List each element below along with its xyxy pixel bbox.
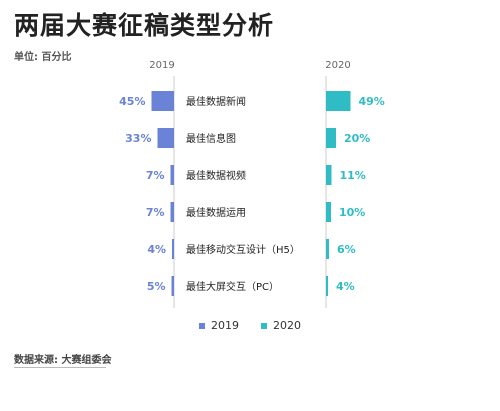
bar-2020 xyxy=(326,276,328,296)
value-label-2019: 7% xyxy=(146,206,165,219)
year-header-2019: 2019 xyxy=(149,60,174,71)
legend-swatch-2020 xyxy=(261,322,267,329)
value-label-2019: 5% xyxy=(147,280,166,293)
unit-label: 单位: 百分比 xyxy=(14,52,72,63)
year-header-2020: 2020 xyxy=(325,60,350,71)
category-label: 最佳移动交互设计（H5） xyxy=(186,243,300,256)
bar-2020 xyxy=(326,128,336,148)
bar-2019 xyxy=(172,239,174,259)
value-label-2020: 6% xyxy=(337,243,356,256)
legend: 2019 2020 xyxy=(0,319,500,332)
bar-2019 xyxy=(157,128,174,148)
bar-2020 xyxy=(326,239,329,259)
value-label-2019: 33% xyxy=(125,132,151,145)
bar-2019 xyxy=(171,276,174,296)
value-label-2020: 4% xyxy=(336,280,355,293)
value-label-2020: 49% xyxy=(359,95,385,108)
value-label-2020: 10% xyxy=(339,206,365,219)
footer-divider xyxy=(14,367,106,368)
bar-2019 xyxy=(151,91,174,111)
value-label-2019: 4% xyxy=(147,243,166,256)
legend-item-2019: 2019 xyxy=(199,319,239,332)
category-label: 最佳数据运用 xyxy=(186,206,246,219)
legend-swatch-2019 xyxy=(199,322,205,329)
bar-2019 xyxy=(170,202,174,222)
source-note: 数据来源: 大赛组委会 xyxy=(14,355,112,366)
bar-2019 xyxy=(170,165,174,185)
legend-label-2020: 2020 xyxy=(273,319,301,332)
legend-item-2020: 2020 xyxy=(261,319,301,332)
value-label-2019: 45% xyxy=(119,95,145,108)
value-label-2019: 7% xyxy=(146,169,165,182)
value-label-2020: 11% xyxy=(340,169,366,182)
category-label: 最佳数据新闻 xyxy=(186,95,246,108)
category-label: 最佳大屏交互（PC） xyxy=(186,280,279,293)
value-label-2020: 20% xyxy=(344,132,370,145)
bar-2020 xyxy=(326,165,332,185)
category-label: 最佳信息图 xyxy=(186,132,236,145)
chart-title: 两届大赛征稿类型分析 xyxy=(14,11,275,40)
category-label: 最佳数据视频 xyxy=(186,169,246,182)
bar-2020 xyxy=(326,91,351,111)
legend-label-2019: 2019 xyxy=(211,319,239,332)
bar-2020 xyxy=(326,202,331,222)
